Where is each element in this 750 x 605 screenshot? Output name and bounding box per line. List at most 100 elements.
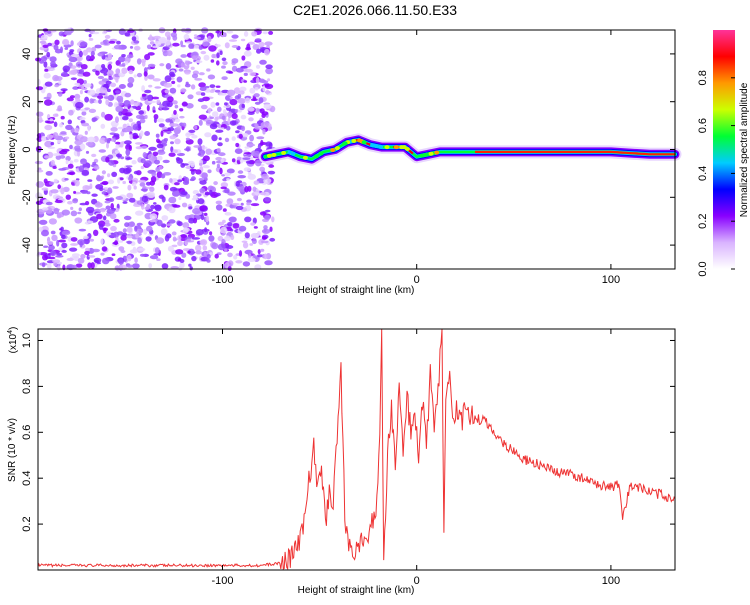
- noise-speckle: [250, 98, 258, 102]
- noise-speckle: [249, 243, 254, 246]
- noise-speckle: [259, 211, 267, 216]
- noise-speckle: [122, 201, 128, 204]
- noise-speckle: [216, 60, 220, 66]
- noise-speckle: [195, 91, 203, 96]
- noise-speckle: [54, 48, 62, 54]
- noise-speckle: [172, 204, 181, 208]
- noise-speckle: [94, 202, 103, 208]
- noise-speckle: [115, 105, 124, 113]
- noise-speckle: [214, 44, 221, 48]
- noise-speckle: [100, 207, 106, 213]
- noise-speckle: [115, 90, 120, 94]
- noise-speckle: [50, 159, 56, 166]
- snr-multiplier-base: (x104): [7, 327, 19, 354]
- noise-speckle: [181, 202, 188, 208]
- noise-speckle: [163, 138, 168, 142]
- noise-speckle: [79, 202, 88, 206]
- noise-speckle: [240, 65, 248, 69]
- noise-speckle: [228, 39, 238, 42]
- y-tick-label: 0.2: [21, 516, 33, 531]
- noise-speckle: [131, 182, 137, 187]
- noise-speckle: [107, 52, 112, 60]
- noise-speckle: [229, 204, 237, 209]
- noise-speckle: [126, 192, 134, 198]
- noise-speckle: [89, 183, 93, 190]
- noise-speckle: [264, 260, 273, 266]
- noise-speckle: [204, 227, 208, 233]
- noise-speckle: [191, 73, 199, 79]
- noise-speckle: [180, 54, 187, 58]
- noise-speckle: [155, 237, 165, 244]
- noise-speckle: [70, 40, 74, 47]
- noise-speckle: [61, 249, 67, 253]
- noise-speckle: [253, 226, 258, 229]
- noise-speckle: [108, 160, 115, 166]
- noise-speckle: [216, 147, 221, 153]
- noise-speckle: [68, 109, 74, 116]
- noise-speckle: [243, 50, 252, 57]
- noise-speckle: [172, 35, 178, 41]
- noise-speckle: [220, 186, 227, 190]
- noise-speckle: [214, 253, 219, 259]
- noise-speckle: [175, 58, 183, 64]
- noise-speckle: [68, 171, 76, 176]
- noise-speckle: [138, 179, 147, 183]
- noise-speckle: [232, 223, 240, 229]
- noise-speckle: [81, 122, 90, 127]
- noise-speckle: [146, 225, 153, 232]
- noise-speckle: [225, 125, 231, 131]
- noise-speckle: [226, 168, 235, 174]
- noise-speckle: [50, 61, 56, 67]
- ridge-blob: [302, 155, 308, 160]
- noise-speckle: [199, 205, 208, 211]
- noise-speckle: [41, 135, 47, 142]
- noise-speckle: [125, 126, 134, 132]
- noise-speckle: [79, 143, 86, 151]
- noise-speckle: [132, 123, 139, 131]
- noise-speckle: [149, 186, 155, 192]
- noise-speckle: [116, 153, 122, 158]
- noise-speckle: [88, 255, 96, 258]
- noise-speckle: [35, 181, 45, 188]
- noise-speckle: [35, 111, 44, 117]
- noise-speckle: [239, 86, 247, 92]
- noise-speckle: [222, 208, 227, 212]
- noise-speckle: [116, 95, 124, 102]
- snr-y-label: SNR (10 * v/v): [7, 418, 18, 482]
- noise-speckle: [224, 102, 228, 106]
- x-tick-label: 0: [414, 575, 420, 587]
- noise-speckle: [161, 215, 169, 221]
- noise-speckle: [98, 149, 107, 153]
- noise-speckle: [118, 84, 126, 89]
- noise-speckle: [168, 219, 176, 224]
- noise-speckle: [121, 54, 126, 58]
- noise-speckle: [113, 133, 120, 138]
- noise-speckle: [205, 120, 214, 125]
- noise-speckle: [126, 54, 134, 59]
- noise-speckle: [147, 74, 155, 80]
- noise-speckle: [191, 134, 198, 139]
- noise-speckle: [61, 242, 68, 249]
- noise-speckle: [87, 125, 91, 132]
- noise-speckle: [184, 177, 190, 184]
- noise-speckle: [253, 195, 257, 200]
- noise-speckle: [241, 103, 245, 108]
- noise-speckle: [207, 169, 212, 174]
- noise-speckle: [44, 68, 49, 72]
- noise-speckle: [179, 108, 184, 112]
- noise-speckle: [43, 61, 48, 68]
- ridge-blob: [428, 151, 434, 156]
- noise-speckle: [185, 139, 194, 145]
- noise-speckle: [148, 84, 153, 88]
- noise-speckle: [171, 112, 179, 119]
- noise-speckle: [48, 218, 58, 225]
- noise-speckle: [146, 104, 150, 112]
- noise-speckle: [137, 123, 141, 129]
- noise-speckle: [180, 40, 184, 46]
- noise-speckle: [203, 54, 210, 61]
- noise-speckle: [250, 232, 260, 239]
- noise-speckle: [120, 141, 124, 148]
- noise-speckle: [106, 139, 111, 144]
- noise-speckle: [103, 73, 108, 76]
- noise-speckle: [117, 177, 121, 184]
